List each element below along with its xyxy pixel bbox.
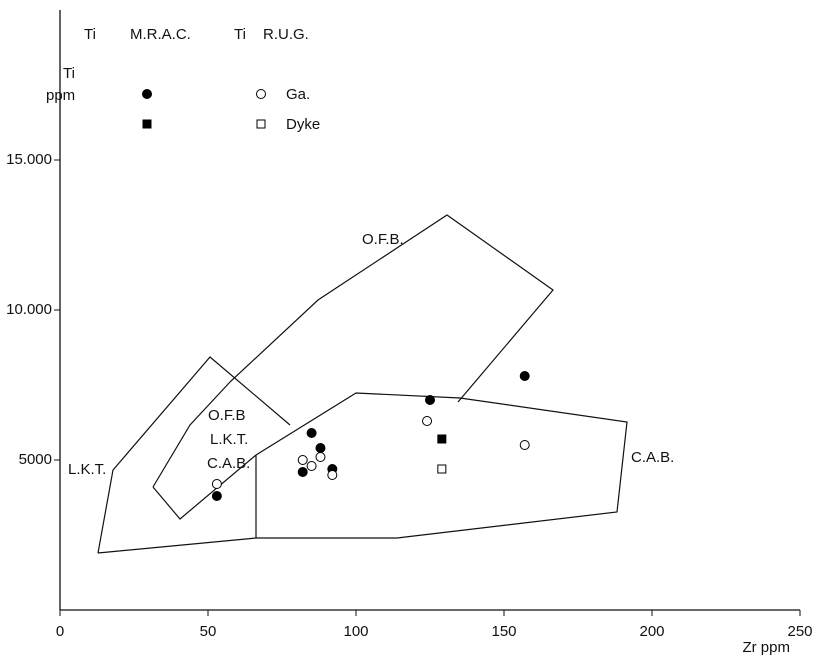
field-lkt (97, 356, 291, 554)
data-point (437, 434, 447, 444)
x-tick-label: 150 (491, 623, 516, 640)
y-axis-label: ppm (46, 87, 75, 104)
legend-header: M.R.A.C. (130, 26, 191, 43)
data-point (297, 467, 308, 477)
legend-header: R.U.G. (263, 26, 309, 43)
data-point (327, 470, 338, 480)
data-point (422, 416, 433, 426)
field-label: L.K.T. (68, 461, 106, 478)
field-label: O.F.B. (362, 231, 404, 248)
x-tick-label: 250 (787, 623, 812, 640)
legend-marker (142, 89, 152, 99)
y-tick-label: 15.000 (6, 151, 52, 168)
legend-label: Ga. (286, 86, 310, 103)
data-point (519, 440, 530, 450)
y-tick-label: 5000 (19, 451, 52, 468)
field-boundaries (97, 214, 628, 554)
x-tick-label: 50 (200, 623, 217, 640)
data-point (519, 371, 530, 381)
field-overlap (152, 381, 257, 520)
legend-marker (256, 119, 266, 129)
legend-marker (256, 89, 266, 99)
legend-marker (142, 119, 152, 129)
data-point (437, 464, 447, 474)
data-point (297, 455, 308, 465)
data-point (315, 443, 326, 453)
field-cab (255, 392, 628, 539)
data-point (306, 461, 317, 471)
y-tick-label: 10.000 (6, 301, 52, 318)
data-point (211, 491, 222, 501)
data-point (315, 452, 326, 462)
field-label: C.A.B. (631, 449, 674, 466)
x-tick-label: 100 (343, 623, 368, 640)
x-tick-label: 0 (56, 623, 64, 640)
data-point (306, 428, 317, 438)
x-axis-label: Zr ppm (742, 639, 790, 656)
x-tick-label: 200 (639, 623, 664, 640)
field-label: C.A.B. (207, 455, 250, 472)
y-axis-label: Ti (63, 65, 75, 82)
field-label: L.K.T. (210, 431, 248, 448)
data-point (425, 395, 435, 405)
legend-header: Ti (234, 26, 246, 43)
field-label: O.F.B (208, 407, 246, 424)
legend-header: Ti (84, 26, 96, 43)
legend-label: Dyke (286, 116, 320, 133)
field-ofb (229, 214, 554, 403)
data-point (211, 479, 222, 489)
